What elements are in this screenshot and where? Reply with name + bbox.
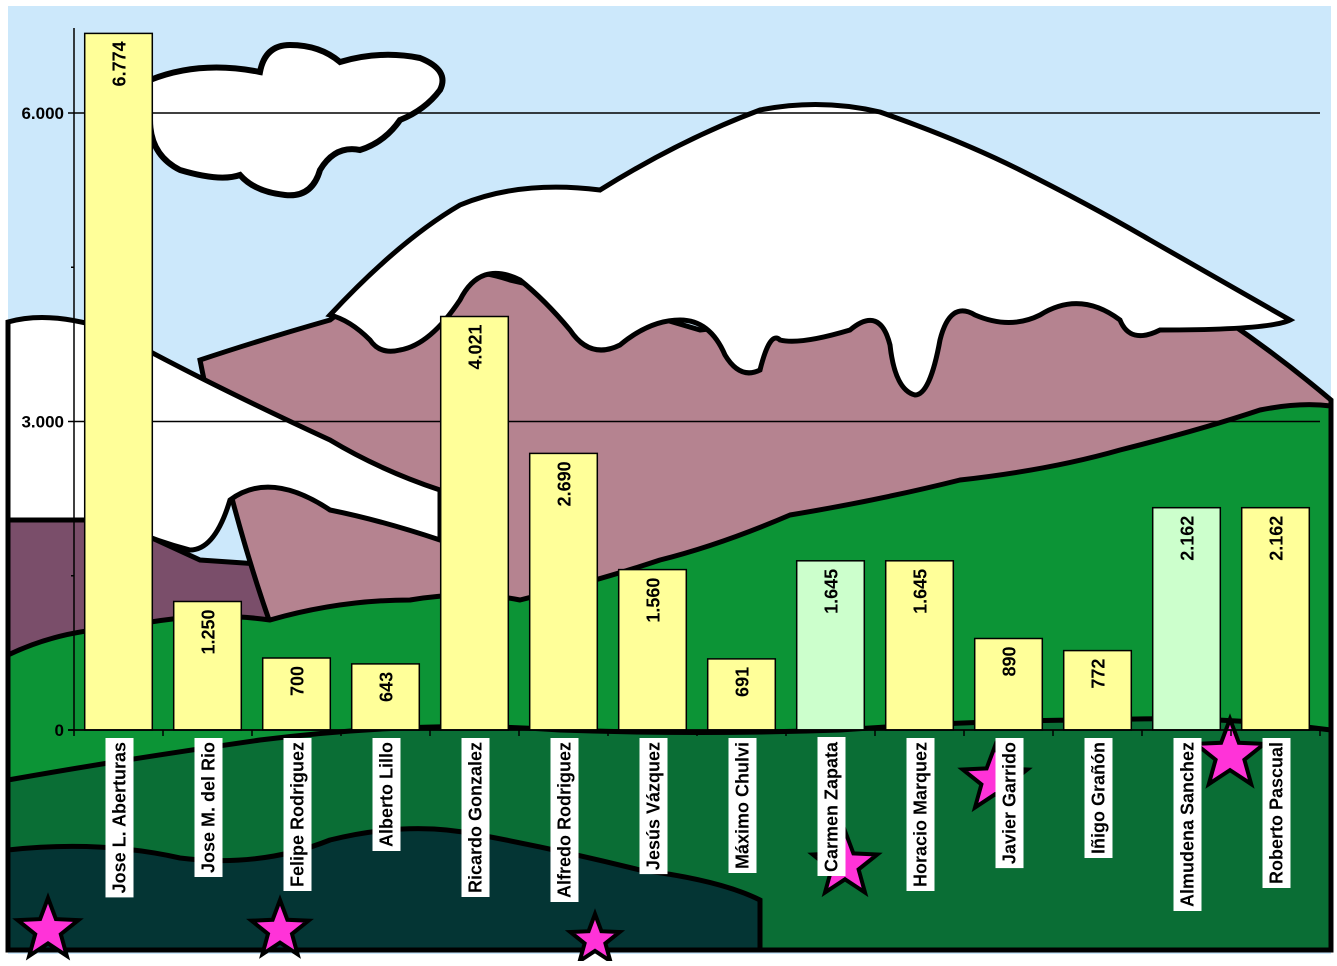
- x-tick-label: Jose L. Aberturas: [110, 742, 130, 893]
- bar: [439, 315, 510, 731]
- x-label-background: [728, 738, 757, 873]
- y-gridlines: [74, 112, 1320, 423]
- bar-value-label: 1.560: [644, 578, 664, 623]
- pink-flower: [1190, 713, 1270, 789]
- x-tick-label: Ricardo Gonzalez: [466, 742, 486, 893]
- bar: [528, 452, 599, 731]
- bar-value-label: 1.645: [822, 569, 842, 614]
- bar: [83, 32, 154, 731]
- x-axis: [68, 729, 1321, 736]
- bar: [973, 637, 1044, 731]
- bar-value-label: 643: [377, 672, 397, 702]
- x-tick-label: Carmen Zapata: [822, 741, 842, 872]
- x-label-background: [105, 738, 134, 898]
- x-tick-label: Jose M. del Rio: [199, 742, 219, 873]
- x-tick-label: Alfredo Rodriguez: [555, 742, 575, 898]
- x-tick-labels: Jose L. Aberturas Jose M. del Rio Felipe R…: [110, 741, 1287, 907]
- x-label-background: [550, 738, 579, 902]
- x-tick-label: Almudena Sanchez: [1178, 742, 1198, 907]
- x-tick-label: Felipe Rodriguez: [288, 742, 308, 887]
- pink-flower: [246, 894, 314, 959]
- bar: [795, 560, 866, 731]
- x-tick-label: Roberto Pascual: [1267, 742, 1287, 884]
- x-label-background: [1173, 738, 1202, 911]
- x-tick-label: Horacio Marquez: [911, 742, 931, 887]
- bar: [1240, 506, 1311, 731]
- bar-value-label: 700: [288, 666, 308, 696]
- bar: [884, 560, 955, 731]
- x-label-backgrounds: [105, 737, 1291, 911]
- x-label-background: [461, 738, 490, 897]
- y-axis: 0 3.000 6.000: [21, 28, 75, 740]
- bar: [1151, 506, 1222, 731]
- bar-value-label: 1.250: [199, 610, 219, 655]
- x-label-background: [906, 738, 935, 891]
- bar: [617, 568, 688, 731]
- y-tick-label: 0: [55, 721, 64, 740]
- pink-flower: [564, 908, 626, 966]
- y-tick-label: 3.000: [21, 413, 64, 432]
- x-label-background: [194, 738, 223, 877]
- x-tick-label: Alberto Lillo: [377, 742, 397, 847]
- x-label-background: [995, 738, 1024, 869]
- bar-value-label: 6.774: [110, 41, 130, 86]
- bar-value-label: 2.690: [555, 461, 575, 506]
- bar-value-label: 4.021: [466, 325, 486, 370]
- x-label-background: [283, 738, 312, 891]
- x-tick-label: Javier Garrido: [1000, 742, 1020, 864]
- snow-cap-main: [325, 102, 1296, 398]
- bar: [261, 657, 332, 731]
- bars: [83, 32, 1311, 731]
- bar-value-label: 772: [1089, 659, 1109, 689]
- x-tick-label: Iñigo Grañón: [1089, 742, 1109, 854]
- bar-value-label: 890: [1000, 647, 1020, 677]
- bar-value-label: 691: [733, 667, 753, 697]
- x-label-background: [1262, 738, 1291, 888]
- bar-value-label: 2.162: [1267, 516, 1287, 561]
- bar-value-label: 1.645: [911, 569, 931, 614]
- x-label-background: [639, 738, 668, 875]
- bar: [350, 663, 421, 731]
- pink-flower: [12, 892, 84, 961]
- bar: [172, 600, 243, 731]
- x-label-background: [1084, 738, 1113, 858]
- cloud: [147, 41, 446, 199]
- bar: [706, 658, 777, 731]
- bar-value-labels: 6.774 1.250 700 643 4.021 2.690 1.560 691 1.645 1…: [110, 41, 1287, 702]
- y-tick-label: 6.000: [21, 104, 64, 123]
- x-label-background: [817, 737, 846, 876]
- bar-value-label: 2.162: [1178, 516, 1198, 561]
- x-tick-label: Máximo Chulvi: [733, 742, 753, 869]
- x-label-background: [372, 738, 401, 851]
- x-tick-label: Jesús Vázquez: [644, 742, 664, 870]
